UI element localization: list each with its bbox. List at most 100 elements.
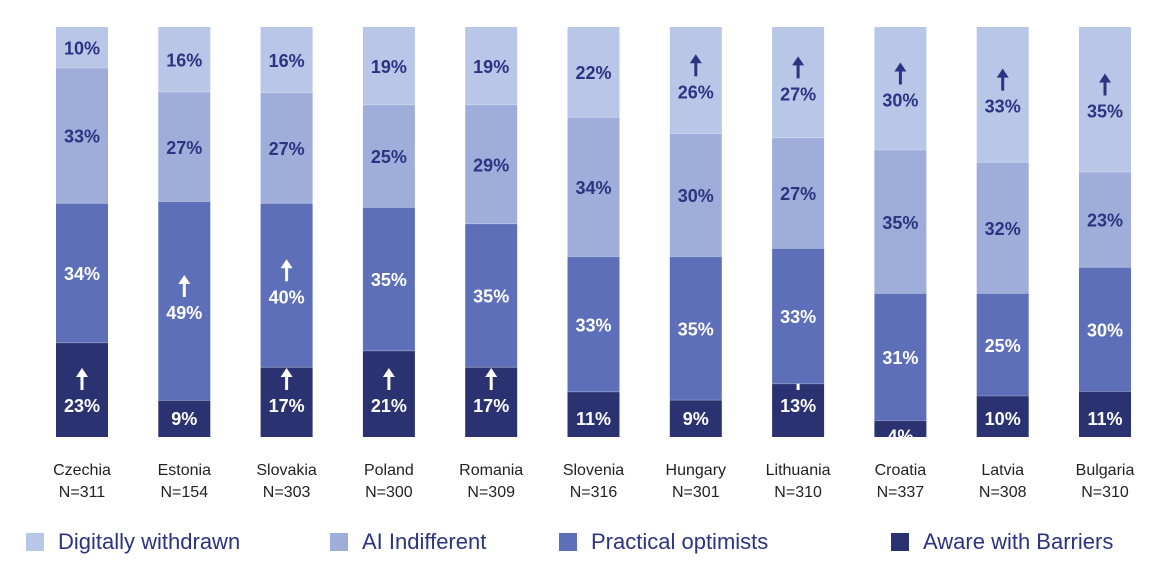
data-label: 25% (371, 147, 407, 167)
bar-group-romania: 17% 35% 29% 19% Romania N=309 (459, 27, 523, 501)
bar-segment-practical-optimists (1079, 267, 1131, 392)
data-label: 49% (166, 303, 202, 323)
bar-group-bulgaria: 11% 30% 23% 35% Bulgaria N=310 (1076, 27, 1135, 501)
bar-segment-ai-indifferent (567, 117, 620, 257)
data-label: 10% (64, 39, 100, 59)
bar-segment-ai-indifferent (56, 68, 108, 204)
legend: Digitally withdrawn AI Indifferent Pract… (0, 524, 1166, 560)
legend-swatch-digitally-withdrawn (26, 533, 44, 551)
data-label: 31% (882, 348, 918, 368)
bar-segment-ai-indifferent (669, 133, 722, 257)
increase-arrowhead-icon (382, 368, 395, 377)
data-label: 17% (473, 396, 509, 416)
category-label: Croatia (875, 462, 927, 479)
bar-segment-aware-with-barriers (669, 400, 722, 437)
data-label: 33% (985, 97, 1021, 117)
category-label: Slovakia (256, 462, 317, 479)
bar-segment-digitally-withdrawn (976, 27, 1029, 163)
bar-group-hungary: 9% 35% 30% 26% Hungary N=301 (666, 27, 726, 501)
data-label: 32% (985, 219, 1021, 239)
increase-arrowhead-icon (485, 368, 498, 377)
legend-label-digitally-withdrawn: Digitally withdrawn (58, 529, 241, 554)
bar-segment-practical-optimists (260, 203, 313, 368)
increase-arrowhead-icon (178, 275, 191, 285)
sample-size-label: N=154 (161, 484, 209, 501)
legend-swatch-practical-optimists (559, 533, 577, 551)
data-label: 21% (371, 396, 407, 416)
bar-segment-ai-indifferent (874, 150, 927, 294)
bar-segment-practical-optimists (158, 201, 211, 401)
sample-size-label: N=316 (570, 484, 618, 501)
bar-segment-digitally-withdrawn (465, 27, 518, 105)
sample-size-label: N=301 (672, 484, 720, 501)
data-label: 35% (882, 213, 918, 233)
increase-arrowhead-icon (792, 56, 805, 66)
data-label: 9% (171, 409, 197, 429)
data-label: 30% (678, 186, 714, 206)
data-label: 17% (269, 396, 305, 416)
sample-size-label: N=310 (774, 484, 822, 501)
data-label: 9% (683, 409, 709, 429)
bar-segment-practical-optimists (567, 256, 620, 392)
bar-segment-ai-indifferent (1079, 171, 1131, 268)
data-label: 4% (887, 427, 913, 447)
data-label: 40% (269, 287, 305, 307)
sample-size-label: N=310 (1081, 484, 1129, 501)
data-label: 35% (1087, 101, 1123, 121)
legend-label-ai-indifferent: AI Indifferent (362, 529, 487, 554)
data-label: 16% (166, 50, 202, 70)
data-label: 27% (166, 138, 202, 158)
sample-size-label: N=311 (59, 484, 106, 501)
legend-label-aware-with-barriers: Aware with Barriers (923, 529, 1114, 554)
sample-size-label: N=308 (979, 484, 1027, 501)
bar-segment-aware-with-barriers (976, 396, 1029, 437)
data-label: 19% (473, 57, 509, 77)
bar-segment-aware-with-barriers (158, 400, 211, 437)
bar-group-czechia: 23% 34% 33% 10% Czechia N=311 (53, 27, 111, 501)
category-label: Bulgaria (1076, 462, 1135, 479)
data-label: 22% (575, 63, 611, 83)
bar-segment-aware-with-barriers (874, 420, 927, 437)
bar-segment-aware-with-barriers (362, 350, 415, 437)
legend-swatch-ai-indifferent (330, 533, 348, 551)
data-label: 29% (473, 155, 509, 175)
bar-segment-digitally-withdrawn (669, 27, 722, 134)
data-label: 30% (1087, 320, 1123, 340)
data-label: 11% (1087, 409, 1122, 429)
data-label: 34% (64, 264, 100, 284)
increase-arrowhead-icon (996, 68, 1009, 78)
increase-arrowhead-icon (894, 62, 907, 72)
data-label: 30% (882, 91, 918, 111)
bar-segment-digitally-withdrawn (260, 27, 313, 93)
bar-segment-digitally-withdrawn (1079, 27, 1131, 172)
bar-group-latvia: 10% 25% 32% 33% Latvia N=308 (976, 27, 1029, 501)
data-label: 26% (678, 82, 714, 102)
bar-segment-aware-with-barriers (1079, 391, 1131, 437)
increase-arrowhead-icon (76, 368, 88, 377)
bar-segment-aware-with-barriers (567, 391, 620, 437)
bar-segment-ai-indifferent (260, 92, 313, 204)
data-label: 27% (269, 139, 305, 159)
data-label: 16% (269, 51, 305, 71)
category-label: Slovenia (563, 462, 624, 479)
data-label: 13% (780, 396, 816, 416)
bar-segment-digitally-withdrawn (158, 27, 211, 92)
sample-size-label: N=337 (877, 484, 925, 501)
bar-segment-digitally-withdrawn (874, 27, 927, 150)
bar-segment-practical-optimists (56, 203, 108, 343)
bar-segment-ai-indifferent (976, 162, 1029, 294)
bar-segment-digitally-withdrawn (56, 27, 108, 68)
sample-size-label: N=303 (263, 484, 311, 501)
data-label: 35% (678, 319, 714, 339)
bar-segment-aware-with-barriers (772, 383, 825, 437)
data-label: 27% (780, 184, 816, 204)
bar-segment-ai-indifferent (158, 91, 211, 202)
legend-item-ai-indifferent: AI Indifferent (330, 524, 486, 560)
sample-size-label: N=309 (467, 484, 515, 501)
bar-segment-digitally-withdrawn (362, 27, 415, 105)
bar-group-lithuania: 13% 33% 27% 27% Lithuania N=310 (766, 27, 831, 501)
sample-size-label: N=300 (365, 484, 413, 501)
category-label: Hungary (666, 462, 726, 479)
category-label: Czechia (53, 462, 111, 479)
increase-arrowhead-icon (280, 368, 293, 377)
